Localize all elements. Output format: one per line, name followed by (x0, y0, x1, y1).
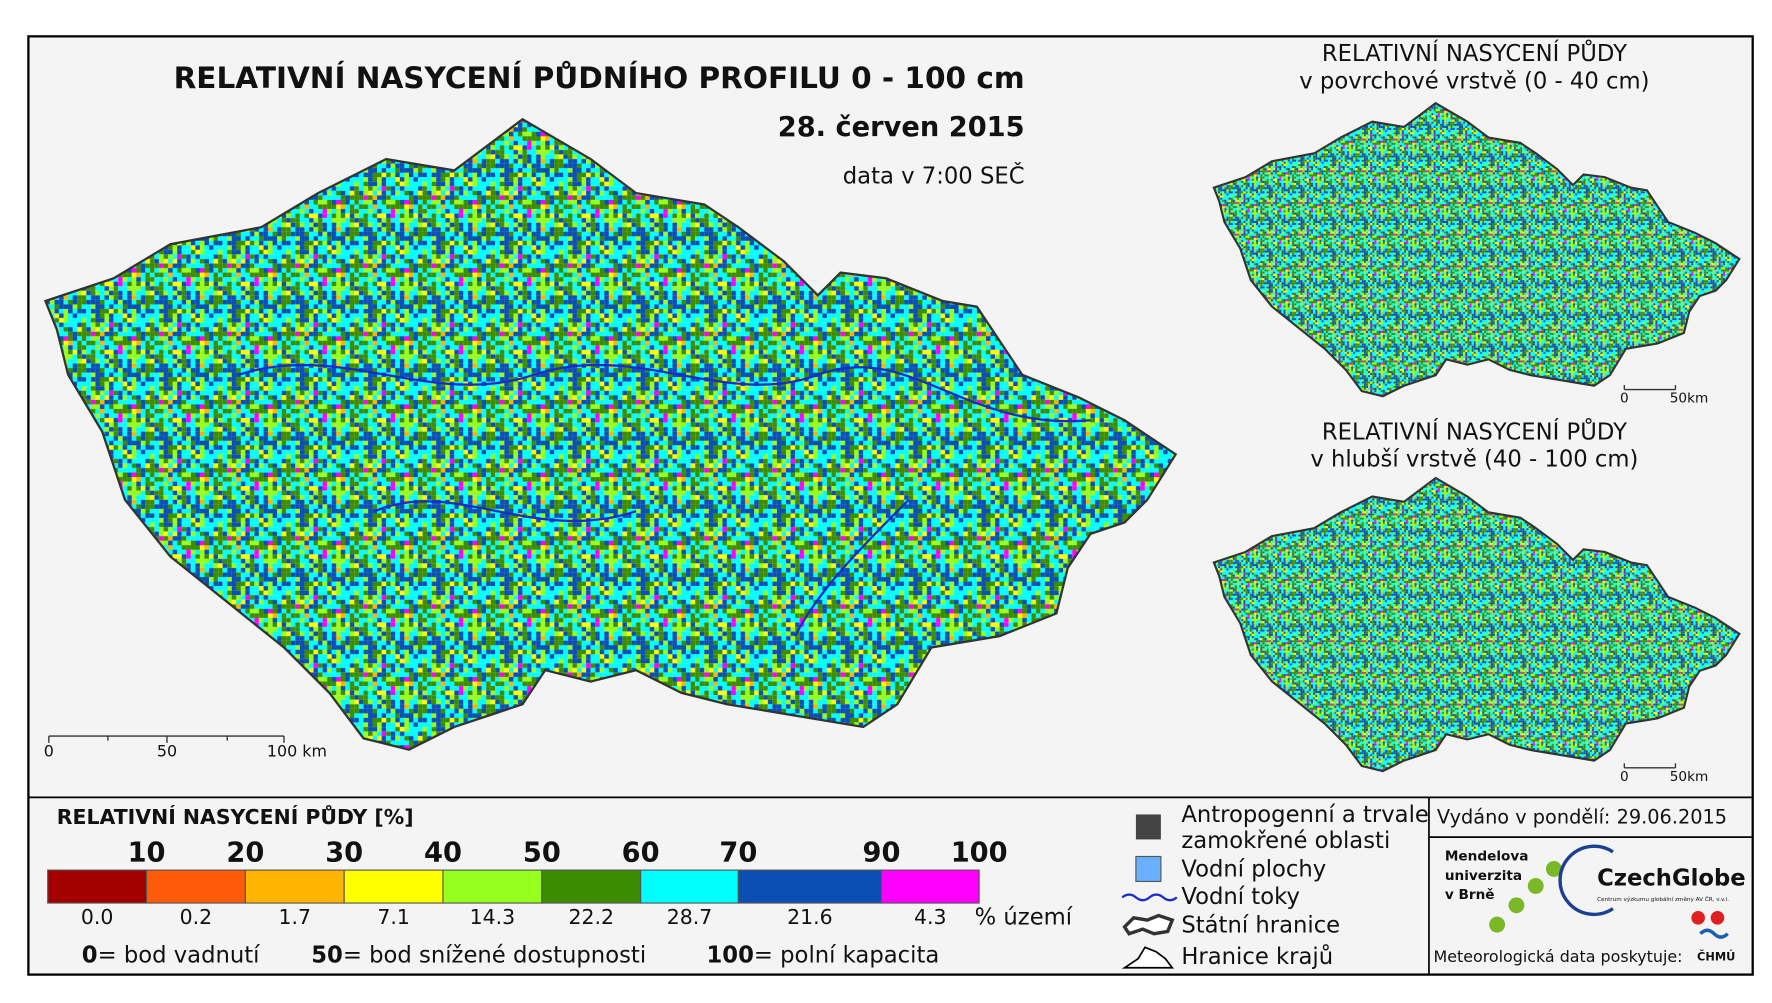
inset-title: RELATIVNÍ NASYCENÍ PŮDY (1322, 38, 1627, 67)
legend-title: RELATIVNÍ NASYCENÍ PŮDY [%] (57, 804, 414, 829)
legend-bound: 40 (424, 838, 462, 869)
legend-swatch (145, 869, 246, 904)
legend-swatch (442, 869, 543, 904)
logo-dots (1489, 861, 1562, 933)
logo-chmu (1699, 928, 1729, 939)
legend-swatch (541, 869, 642, 904)
scale-label: 0 (44, 741, 54, 760)
legend-bound: 90 (862, 838, 900, 869)
symbol-border (1122, 913, 1175, 936)
legend-note: 50= bod snížené dostupnosti (311, 942, 646, 968)
title: RELATIVNÍ NASYCENÍ PŮDNÍHO PROFILU 0 - 1… (174, 59, 1025, 95)
scale-bar (48, 385, 1677, 769)
symbol-water (1135, 855, 1162, 883)
legend-note: 0= bod vadnutí (82, 942, 260, 968)
legend-bound: 70 (719, 838, 757, 869)
symbol-label: Antropogenní a trvale (1181, 802, 1429, 828)
scale-label: 0 (1620, 391, 1629, 407)
data-time: data v 7:00 SEČ (843, 162, 1025, 190)
note-value: 0 (82, 942, 98, 968)
legend-share: 21.6 (787, 905, 833, 929)
legend-bound: 100 (951, 838, 1008, 869)
legend-bound: 60 (622, 838, 660, 869)
legend-swatch (244, 869, 345, 904)
inset-title: RELATIVNÍ NASYCENÍ PŮDY (1322, 416, 1627, 445)
legend-swatch (640, 869, 739, 904)
legend-share: 28.7 (667, 905, 713, 929)
date: 28. červen 2015 (778, 112, 1025, 143)
logo-arc (1558, 844, 1614, 917)
logo-text: Centrum výzkumu globální změny AV ČR, v.… (1597, 896, 1729, 903)
scale-label: 50 (157, 741, 177, 760)
symbol-label: Státní hranice (1181, 912, 1340, 938)
legend-bound: 10 (128, 838, 166, 869)
note-text: = polní kapacita (754, 942, 939, 968)
note-value: 50 (311, 942, 343, 968)
logo-text: CzechGlobe (1597, 866, 1746, 892)
logo-chmu (1710, 910, 1725, 925)
legend-share: 0.0 (81, 905, 114, 929)
share-unit: % území (975, 904, 1073, 930)
legend-swatch (737, 869, 883, 904)
note-text: = bod vadnutí (98, 942, 261, 968)
logo-chmu (1691, 910, 1705, 925)
issued: Vydáno v pondělí: 29.06.2015 (1437, 805, 1727, 828)
symbol-river (1121, 893, 1178, 902)
logo-text: ČHMÚ (1697, 950, 1735, 964)
legend-bound: 50 (523, 838, 561, 869)
legend-share: 1.7 (279, 905, 312, 929)
scale-label: 100 km (267, 741, 327, 760)
symbol-label: Vodní toky (1181, 884, 1300, 910)
legend-swatch (47, 869, 148, 904)
symbol-region (1121, 946, 1174, 969)
legend-share: 4.3 (914, 905, 947, 929)
legend-share: 22.2 (568, 905, 614, 929)
legend-swatch (880, 869, 980, 904)
note-text: = bod snížené dostupnosti (343, 942, 646, 968)
legend-note: 100= polní kapacita (707, 942, 940, 968)
scale-label: 50km (1670, 391, 1709, 407)
legend-bound: 30 (325, 838, 363, 869)
inset-title: v hlubší vrstvě (40 - 100 cm) (1310, 447, 1638, 473)
legend-share: 7.1 (377, 905, 410, 929)
symbol-label: Vodní plochy (1181, 857, 1326, 883)
symbol-label: zamokřené oblasti (1181, 828, 1390, 854)
symbol-label: Hranice krajů (1181, 943, 1333, 970)
symbol-anthropogenic (1135, 814, 1161, 840)
logo-text: Mendelova (1445, 848, 1529, 864)
legend-share: 14.3 (470, 905, 516, 929)
legend-share: 0.2 (180, 905, 213, 929)
logo-text: univerzita (1445, 868, 1522, 884)
scale-label: 0 (1620, 769, 1629, 785)
provider: Meteorologická data poskytuje: (1434, 947, 1683, 966)
legend-bound: 20 (226, 838, 264, 869)
legend-swatch (343, 869, 444, 904)
note-value: 100 (707, 942, 754, 968)
scale-label: 50km (1670, 769, 1709, 785)
logo-text: v Brně (1445, 887, 1495, 903)
river (238, 363, 1091, 637)
inset-title: v povrchové vrstvě (0 - 40 cm) (1299, 68, 1649, 94)
